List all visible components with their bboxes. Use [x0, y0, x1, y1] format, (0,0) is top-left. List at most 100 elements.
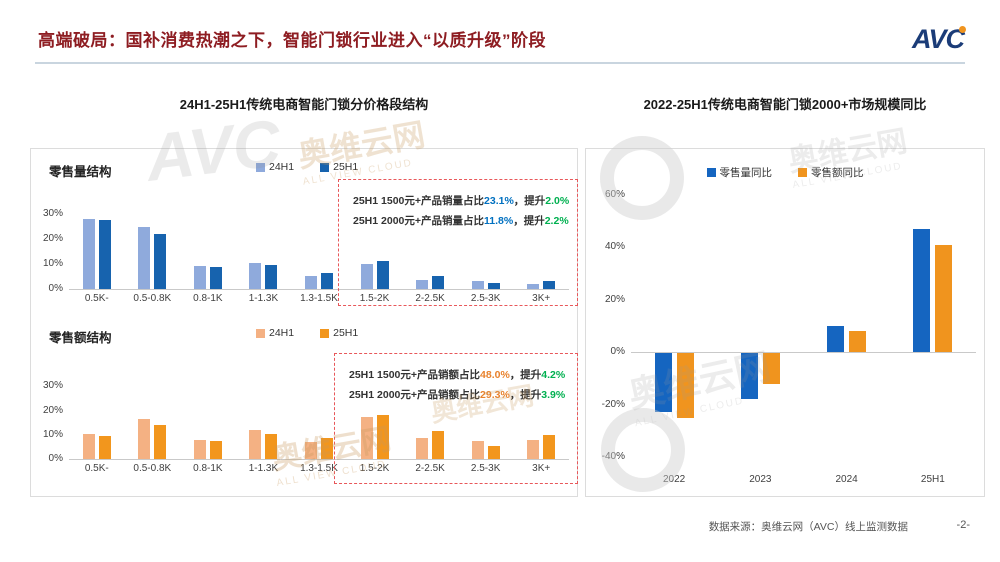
bar-25H1-1.3-1.5K [321, 273, 333, 289]
legend-swatch-icon [706, 168, 716, 177]
bar-25H1-1-1.3K [265, 433, 278, 459]
volume-chart-plot: 0.5K- 0.5-0.8K 0.8-1K 1-1.3K 1.3-1.5K 1.5-2K 2… [43, 206, 569, 304]
x-axis-label-0.5-0.8K: 0.5-0.8K [133, 293, 172, 304]
bar-24H1-1.5-2K [360, 416, 373, 459]
y-axis-tick-20: 20% [42, 232, 63, 244]
y-axis-tick-30: 30% [42, 380, 63, 392]
annotation-value: 48.0% [480, 369, 510, 381]
value-chart-label: 零售额结构 [49, 331, 112, 345]
legend-swatch-icon [798, 168, 807, 177]
bar-零售量同比-2022 [654, 352, 672, 413]
bar-24H1-2.5-3K [471, 281, 484, 289]
legend-swatch-icon [320, 162, 330, 172]
annotation-text: 25H1 2000元+产品销额占比 [349, 389, 481, 401]
zero-axis-line [631, 352, 976, 354]
bar-24H1-0.5K- [82, 433, 95, 459]
legend-item-零售额同比: 零售额同比 [798, 165, 864, 180]
left-chart-title: 24H1-25H1传统电商智能门锁分价格段结构 [179, 97, 429, 112]
y-axis-tick-0: 0% [610, 346, 625, 358]
y-axis-tick-60: 60% [604, 189, 625, 201]
x-axis-label-1.5-2K: 1.5-2K [359, 463, 390, 474]
annotation-value: 23.1% [484, 195, 514, 207]
annotation-text: 25H1 2000元+产品销量占比 [353, 215, 485, 227]
bar-零售量同比-25H1 [913, 229, 931, 353]
bar-25H1-2.5-3K [487, 282, 500, 289]
x-axis-label-1.3-1.5K: 1.3-1.5K [300, 463, 338, 474]
bar-25H1-0.8-1K [209, 440, 222, 459]
x-axis-label-3K+: 3K+ [532, 463, 551, 474]
annotation-delta: 2.0% [545, 195, 570, 207]
x-axis-label-0.5K-: 0.5K- [84, 463, 109, 474]
y-axis-tick-20: 20% [42, 404, 63, 416]
bar-24H1-0.8-1K [193, 266, 206, 289]
annotation-value: 29.3% [480, 389, 510, 401]
zero-axis-line [69, 459, 569, 460]
bar-24H1-1-1.3K [249, 429, 262, 459]
y-axis-tick-20: 20% [604, 293, 625, 305]
bar-25H1-0.5K- [98, 219, 111, 289]
legend-label: 零售额同比 [811, 167, 864, 179]
bar-零售额同比-2023 [762, 352, 780, 384]
value-chart-plot: 0.5K- 0.5-0.8K 0.8-1K 1-1.3K 1.3-1.5K 1.5-2K 2… [43, 379, 569, 474]
bar-25H1-3K+ [543, 280, 556, 289]
annotation-text: 25H1 1500元+产品销额占比 [349, 369, 481, 381]
bar-24H1-1-1.3K [249, 262, 262, 289]
growth-chart-legend: 零售量同比 零售额同比 [586, 165, 984, 180]
legend-item-25H1: 25H1 [320, 161, 358, 173]
bar-24H1-1.5-2K [360, 263, 373, 289]
bar-25H1-1-1.3K [265, 264, 278, 289]
x-axis-label-25H1: 25H1 [920, 474, 945, 485]
legend-item-24H1: 24H1 [256, 161, 294, 173]
y-axis-tick-10: 10% [42, 428, 63, 440]
annotation-delta: 2.2% [544, 215, 569, 227]
x-axis-label-0.8-1K: 0.8-1K [193, 463, 223, 474]
y-axis-tick--40: -40% [601, 450, 625, 462]
bar-24H1-2-2.5K [416, 438, 429, 459]
x-axis-label-2.5-3K: 2.5-3K [470, 293, 501, 304]
page-title: 高端破局：国补消费热潮之下，智能门锁行业进入“以质升级”阶段 [38, 31, 546, 50]
annotation-line: 25H1 1500元+产品销量占比23.1%，提升2.0% [353, 191, 577, 211]
annotation-line: 25H1 2000元+产品销额占比29.3%，提升3.9% [349, 385, 577, 405]
legend-label: 25H1 [333, 327, 359, 339]
y-axis-tick-0: 0% [48, 453, 63, 464]
legend-swatch-icon [256, 162, 265, 172]
highlight-box-value: 25H1 1500元+产品销额占比48.0%，提升4.2% 25H1 2000元… [334, 353, 578, 484]
x-axis-label-3K+: 3K+ [532, 293, 551, 304]
x-axis-label-0.5K-: 0.5K- [84, 293, 109, 304]
annotation-text: ，提升 [509, 389, 542, 401]
value-annotation: 25H1 1500元+产品销额占比48.0%，提升4.2% 25H1 2000元… [335, 354, 577, 405]
annotation-text: 25H1 1500元+产品销量占比 [353, 195, 485, 207]
bar-25H1-2.5-3K [487, 445, 500, 459]
volume-chart-legend: 24H1 25H1 [256, 161, 358, 173]
bar-24H1-0.5-0.8K [138, 419, 151, 459]
x-axis-label-2-2.5K: 2-2.5K [415, 463, 445, 474]
bar-24H1-1.3-1.5K [305, 276, 317, 289]
bar-24H1-3K+ [527, 283, 540, 289]
annotation-delta: 3.9% [541, 389, 566, 401]
bar-25H1-1.3-1.5K [321, 438, 333, 459]
y-axis-tick--20: -20% [601, 398, 625, 410]
legend-label: 24H1 [269, 327, 295, 339]
bar-25H1-0.5-0.8K [154, 233, 167, 289]
y-axis-tick-0: 0% [48, 283, 63, 294]
bar-25H1-3K+ [543, 434, 556, 459]
bar-24H1-0.8-1K [193, 439, 206, 459]
bar-25H1-2-2.5K [432, 276, 445, 289]
avc-logo-dot-icon [959, 26, 966, 33]
bar-零售量同比-2024 [827, 326, 845, 353]
volume-annotation: 25H1 1500元+产品销量占比23.1%，提升2.0% 25H1 2000元… [339, 180, 577, 231]
annotation-line: 25H1 1500元+产品销额占比48.0%，提升4.2% [349, 365, 577, 385]
annotation-text: ，提升 [513, 195, 546, 207]
x-axis-label-2023: 2023 [749, 474, 772, 485]
x-axis-label-0.8-1K: 0.8-1K [193, 293, 223, 304]
x-axis-label-2022: 2022 [663, 474, 686, 485]
legend-label: 25H1 [333, 161, 359, 173]
data-source-note: 数据来源：奥维云网（AVC）线上监测数据 [708, 521, 908, 533]
bar-24H1-1.3-1.5K [305, 442, 317, 459]
market-growth-chart-box: 零售量同比 零售额同比 2022 2023 2024 25H1 60% 40% 20% 0% -2… [585, 148, 985, 497]
bar-零售量同比-2023 [740, 352, 758, 400]
annotation-line: 25H1 2000元+产品销量占比11.8%，提升2.2% [353, 211, 577, 231]
header-divider [35, 62, 965, 64]
bar-24H1-3K+ [527, 439, 540, 459]
bar-零售额同比-2024 [849, 331, 867, 353]
